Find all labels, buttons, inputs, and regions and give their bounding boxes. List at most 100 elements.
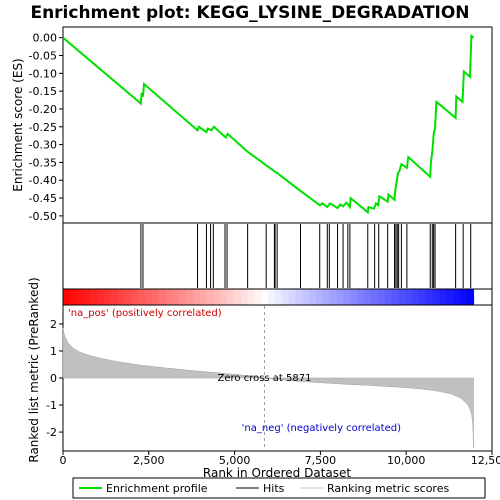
es-y-tick-label: -0.10 xyxy=(29,67,57,80)
colorbar-segment xyxy=(240,289,249,305)
colorbar-segment xyxy=(192,289,201,305)
legend-box xyxy=(72,477,486,499)
colorbar-segment xyxy=(343,289,351,305)
colorbar-segment xyxy=(151,289,160,305)
x-axis-label: Rank in Ordered Dataset xyxy=(203,466,351,480)
colorbar-segment xyxy=(158,289,167,305)
chart-title: Enrichment plot: KEGG_LYSINE_DEGRADATION xyxy=(30,3,469,23)
colorbar-segment xyxy=(104,289,112,305)
colorbar-segment xyxy=(466,289,475,305)
colorbar-segment xyxy=(83,289,91,305)
colorbar-segment xyxy=(63,289,71,305)
es-panel-frame xyxy=(62,26,493,224)
colorbar-segment xyxy=(288,289,297,305)
colorbar-segment xyxy=(377,289,386,305)
metric-y-axis: 2 1 0 -1 -2 xyxy=(46,318,63,439)
colorbar-segment xyxy=(206,289,215,305)
colorbar-segment xyxy=(459,289,468,305)
colorbar-segment xyxy=(97,289,105,305)
colorbar-segment xyxy=(69,289,78,305)
colorbar-segment xyxy=(411,289,420,305)
colorbar-segment xyxy=(295,289,304,305)
pos-correlated-label: 'na_pos' (positively correlated) xyxy=(68,308,222,319)
es-y-axis: 0.00 -0.05 -0.10 -0.15 -0.20 -0.25 -0.30 -0.35 -… xyxy=(29,32,63,223)
es-y-tick-label: 0.00 xyxy=(33,32,58,45)
es-y-tick-label: -0.40 xyxy=(29,174,57,187)
legend-enrichment-label: Enrichment profile xyxy=(106,482,208,495)
colorbar-segment xyxy=(247,289,256,305)
colorbar-segment xyxy=(254,289,262,305)
es-y-tick-label: -0.15 xyxy=(29,85,57,98)
es-axis-label: Enrichment score (ES) xyxy=(11,58,25,191)
legend-metric-label: Ranking metric scores xyxy=(327,482,449,495)
es-y-tick-label: -0.25 xyxy=(29,121,57,134)
es-y-tick-label: -0.50 xyxy=(29,210,57,223)
colorbar-segment xyxy=(309,289,317,305)
colorbar-segment xyxy=(405,289,413,305)
metric-y-tick-label: 0 xyxy=(50,372,57,385)
colorbar-segment xyxy=(336,289,345,305)
colorbar-segment xyxy=(268,289,276,305)
ranking-metric-area xyxy=(62,327,474,449)
colorbar-segment xyxy=(220,289,228,305)
colorbar-segment xyxy=(117,289,126,305)
colorbar-segment xyxy=(172,289,180,305)
es-y-tick-label: -0.35 xyxy=(29,156,57,169)
x-tick-label: 12,500 xyxy=(471,454,500,467)
colorbar-segment xyxy=(329,289,338,305)
colorbar-segment xyxy=(138,289,146,305)
ranking-colorbar xyxy=(62,288,493,306)
colorbar-segment xyxy=(316,289,324,305)
colorbar-segment xyxy=(131,289,139,305)
colorbar-segment xyxy=(398,289,406,305)
zero-cross-label: Zero cross at 5871 xyxy=(218,373,312,384)
x-axis: 0 2,500 5,000 7,500 10,000 12,500 xyxy=(60,451,500,467)
colorbar-segment xyxy=(446,289,454,305)
colorbar-segment xyxy=(145,289,153,305)
x-tick-label: 5,000 xyxy=(219,454,251,467)
colorbar-segment xyxy=(227,289,235,305)
colorbar-segment xyxy=(439,289,447,305)
colorbar-segment xyxy=(76,289,85,305)
colorbar-segment xyxy=(384,289,392,305)
hits-marks xyxy=(140,224,472,288)
colorbar-segment xyxy=(418,289,427,305)
colorbar-segment xyxy=(261,289,269,305)
metric-y-tick-label: -2 xyxy=(46,426,57,439)
x-tick-label: 2,500 xyxy=(133,454,165,467)
metric-y-tick-label: 2 xyxy=(50,318,57,331)
colorbar-segment xyxy=(425,289,434,305)
colorbar-segment xyxy=(281,289,290,305)
es-y-tick-label: -0.30 xyxy=(29,139,57,152)
colorbar-segment xyxy=(165,289,174,305)
colorbar-segment xyxy=(302,289,310,305)
x-tick-label: 10,000 xyxy=(387,454,426,467)
colorbar-segment xyxy=(110,289,119,305)
colorbar-segment xyxy=(90,289,98,305)
colorbar-segment xyxy=(213,289,221,305)
es-y-tick-label: -0.05 xyxy=(29,50,57,63)
es-y-tick-label: -0.45 xyxy=(29,192,57,205)
metric-axis-label: Ranked list metric (PreRanked) xyxy=(27,277,41,462)
enrichment-profile-line xyxy=(62,33,475,215)
colorbar-segment xyxy=(432,289,440,305)
colorbar-segment xyxy=(357,289,365,305)
x-tick-label: 7,500 xyxy=(305,454,337,467)
colorbar-segment xyxy=(350,289,358,305)
x-tick-label: 0 xyxy=(60,454,67,467)
colorbar-segment xyxy=(179,289,187,305)
colorbar-segment xyxy=(322,289,331,305)
legend-hits-label: Hits xyxy=(263,482,285,495)
neg-correlated-label: 'na_neg' (negatively correlated) xyxy=(242,423,401,434)
colorbar-segment xyxy=(391,289,399,305)
colorbar-segment xyxy=(370,289,379,305)
metric-y-tick-label: -1 xyxy=(46,399,57,412)
colorbar-segment xyxy=(452,289,461,305)
colorbar-segment xyxy=(275,289,283,305)
colorbar-segment xyxy=(199,289,208,305)
colorbar-segment xyxy=(364,289,372,305)
es-y-tick-label: -0.20 xyxy=(29,103,57,116)
metric-y-tick-label: 1 xyxy=(50,345,57,358)
colorbar-segment xyxy=(186,289,194,305)
